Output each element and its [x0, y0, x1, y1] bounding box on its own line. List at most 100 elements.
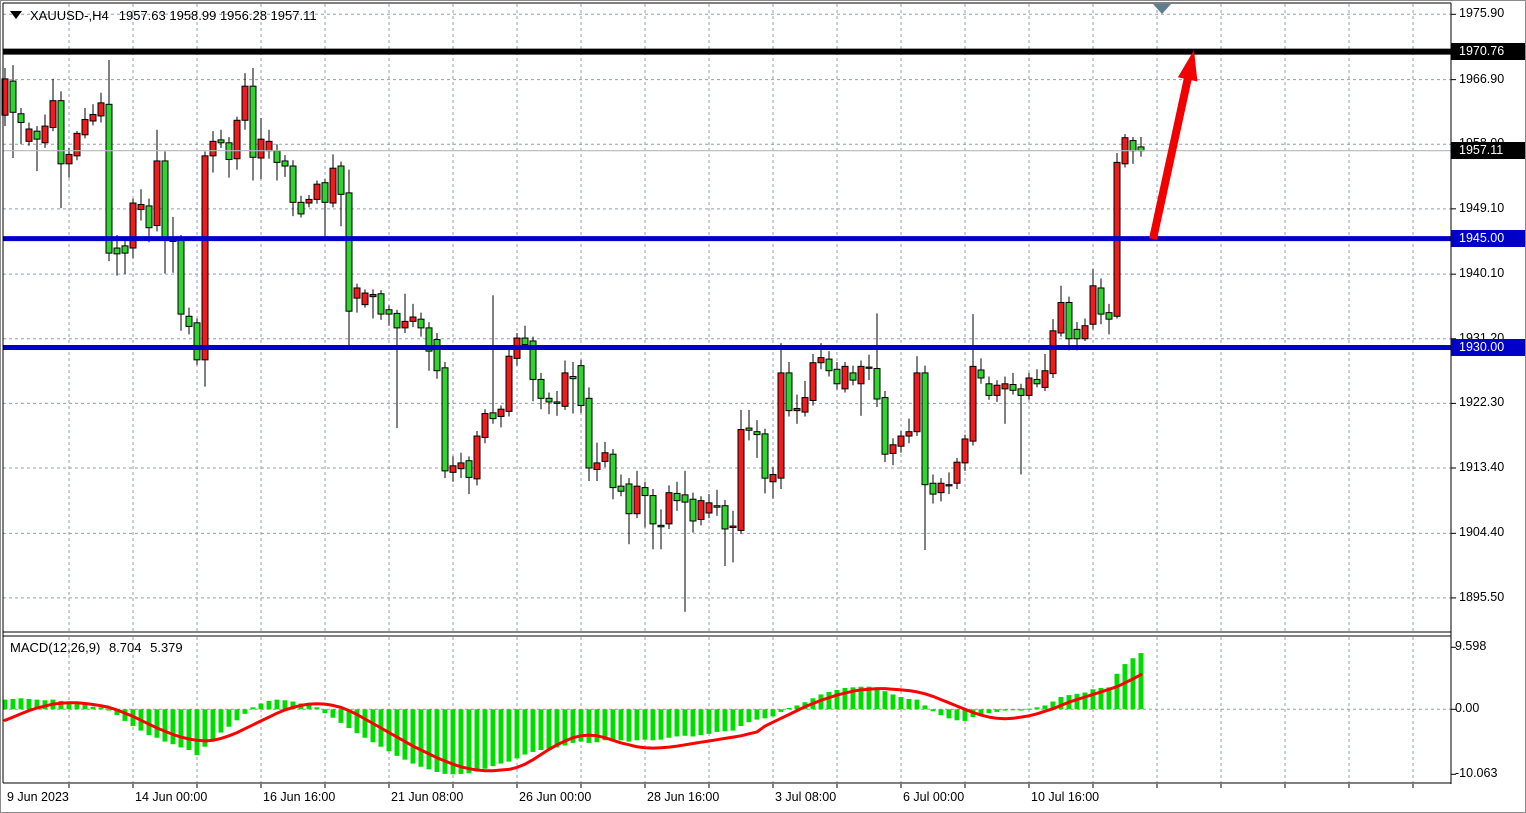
candle-body — [505, 355, 513, 412]
candle-body — [1009, 384, 1017, 391]
macd-histogram-bar — [402, 709, 408, 760]
candle-body — [769, 474, 777, 483]
macd-histogram-bar — [986, 709, 992, 714]
macd-histogram-bar — [482, 709, 488, 769]
candle-body — [361, 292, 369, 306]
macd-histogram-bar — [546, 709, 552, 749]
macd-histogram-bar — [266, 700, 272, 710]
macd-histogram-bar — [426, 709, 432, 770]
macd-histogram-bar — [506, 709, 512, 762]
chart-shift-marker[interactable] — [1153, 4, 1171, 14]
macd-histogram-bar — [410, 709, 416, 764]
candle-body — [809, 362, 817, 401]
time-axis[interactable] — [1, 784, 1525, 812]
macd-histogram-bar — [1034, 707, 1040, 710]
candle-body — [1081, 325, 1089, 340]
candle-body — [345, 192, 353, 312]
macd-tick-label: 9.598 — [1455, 639, 1487, 654]
candle-body — [969, 365, 977, 442]
macd-histogram-bar — [74, 702, 80, 710]
candle-body — [9, 80, 17, 113]
macd-histogram-bar — [346, 709, 352, 729]
candle-body — [41, 125, 49, 144]
macd-histogram-bar — [186, 709, 192, 750]
macd-histogram-bar — [1042, 705, 1048, 710]
macd-histogram-bar — [394, 709, 400, 756]
macd-histogram-bar — [978, 709, 984, 715]
candle-body — [833, 368, 841, 385]
macd-histogram-bar — [1106, 687, 1112, 710]
time-axis-label: 26 Jun 00:00 — [519, 790, 592, 804]
macd-histogram-bar — [754, 709, 760, 720]
macd-histogram-bar — [890, 694, 896, 710]
candle-body — [337, 165, 345, 195]
macd-histogram-bar — [594, 709, 600, 743]
candle-body — [457, 462, 465, 470]
candle-body — [889, 444, 897, 454]
macd-histogram-bar — [106, 709, 112, 711]
macd-histogram-bar — [922, 705, 928, 710]
macd-histogram-bar — [930, 709, 936, 712]
macd-histogram-bar — [178, 709, 184, 748]
candle-body — [1025, 377, 1033, 396]
macd-histogram-bar — [674, 709, 680, 737]
candle-body — [153, 160, 161, 227]
candle-body — [705, 502, 713, 514]
candle-body — [985, 383, 993, 396]
macd-histogram-bar — [58, 700, 64, 710]
candle-body — [473, 435, 481, 480]
macd-histogram-bar — [258, 703, 264, 710]
macd-histogram-bar — [170, 709, 176, 745]
macd-histogram-bar — [1090, 689, 1096, 710]
macd-histogram-bar — [1122, 664, 1128, 710]
macd-histogram-bar — [866, 686, 872, 710]
macd-histogram-bar — [906, 698, 912, 710]
macd-histogram-bar — [210, 709, 216, 740]
price-tick-label: 1966.90 — [1459, 71, 1505, 86]
time-axis-label: 28 Jun 16:00 — [647, 790, 720, 804]
macd-histogram-bar — [338, 709, 344, 723]
candle-body — [321, 182, 329, 203]
candle-body — [1, 78, 9, 116]
time-axis-label: 16 Jun 16:00 — [263, 790, 336, 804]
macd-histogram-bar — [34, 699, 40, 710]
candle-body — [1057, 301, 1065, 334]
candle-body — [521, 337, 529, 346]
candle-body — [865, 366, 873, 369]
candle-body — [265, 140, 273, 152]
macd-histogram-bar — [1010, 709, 1016, 711]
macd-histogram-bar — [282, 700, 288, 710]
trend-arrow-shaft[interactable] — [1149, 74, 1193, 240]
candle-body — [89, 113, 97, 122]
candle-body — [545, 397, 553, 403]
macd-histogram-bar — [642, 709, 648, 740]
candle-body — [905, 431, 913, 437]
macd-histogram-bar — [242, 709, 248, 714]
trend-arrow-head[interactable] — [1177, 50, 1198, 82]
time-axis-label: 9 Jun 2023 — [7, 790, 69, 804]
candle-body — [449, 465, 457, 473]
macd-histogram-bar — [274, 699, 280, 710]
candle-body — [1129, 140, 1137, 152]
macd-histogram-bar — [666, 709, 672, 738]
macd-histogram-bar — [1130, 658, 1136, 710]
macd-histogram-bar — [698, 709, 704, 736]
candle-body — [641, 487, 649, 497]
macd-histogram-bar — [1114, 673, 1120, 710]
macd-histogram-bar — [570, 709, 576, 743]
candle-body — [409, 316, 417, 322]
candle-body — [489, 412, 497, 420]
macd-histogram-bar — [18, 698, 24, 710]
candle-body — [593, 462, 601, 470]
time-axis-label: 3 Jul 08:00 — [775, 790, 837, 804]
macd-histogram-bar — [962, 709, 968, 721]
candle-body — [305, 198, 313, 204]
candle-body — [953, 461, 961, 484]
candle-body — [249, 85, 257, 158]
candle-body — [881, 397, 889, 455]
candle-body — [1041, 370, 1049, 388]
macd-histogram-bar — [314, 707, 320, 710]
candle-body — [873, 368, 881, 400]
macd-histogram-bar — [418, 709, 424, 767]
